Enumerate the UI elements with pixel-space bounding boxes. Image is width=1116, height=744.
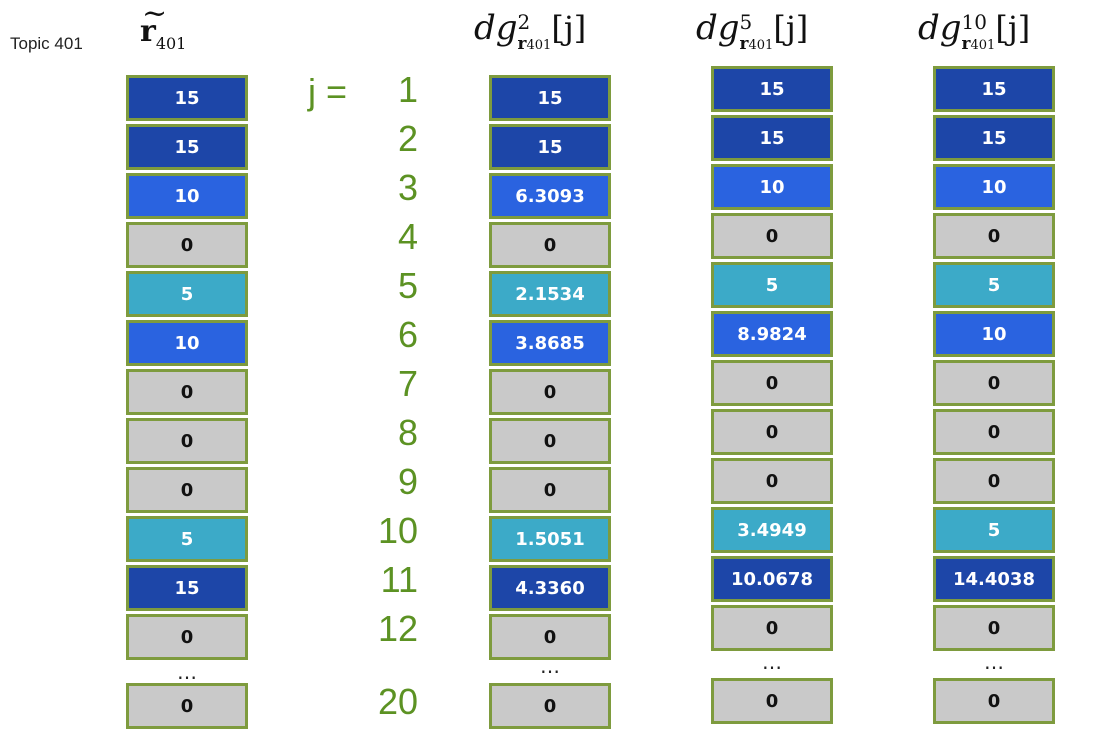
cell-r-4: 0	[126, 222, 248, 268]
header-dg10-sub-bold: r	[961, 34, 971, 54]
cell-r-8: 0	[126, 418, 248, 464]
header-r: r ~401	[140, 0, 186, 53]
ellipsis-dg2: …	[540, 654, 560, 678]
header-dg5-sub-bold: r	[739, 34, 749, 54]
cell-dg2-7: 0	[489, 369, 611, 415]
header-dg10-base: dg	[918, 8, 962, 48]
cell-r-10: 5	[126, 516, 248, 562]
header-dg5: dg 5 r401 [j]	[696, 8, 808, 53]
j-label-1: 1	[397, 69, 418, 110]
cell-dg5-9: 0	[711, 458, 833, 504]
header-dg5-base: dg	[696, 8, 740, 48]
cell-dg2-4: 0	[489, 222, 611, 268]
cell-dg5-2: 15	[711, 115, 833, 161]
cell-dg10-5: 5	[933, 262, 1055, 308]
j-label-12: 12	[377, 608, 418, 649]
cell-dg2-2: 15	[489, 124, 611, 170]
header-dg2-sub-bold: r	[517, 34, 527, 54]
j-label-4: 4	[397, 216, 418, 257]
cell-dg2-6: 3.8685	[489, 320, 611, 366]
j-prefix: j =	[308, 71, 348, 112]
cell-dg10-12: 0	[933, 605, 1055, 651]
j-label-5: 5	[397, 265, 418, 306]
cell-dg10-4: 0	[933, 213, 1055, 259]
cell-dg10-20: 0	[933, 678, 1055, 724]
cell-dg2-1: 15	[489, 75, 611, 121]
j-label-3: 3	[397, 167, 418, 208]
j-label-11: 11	[380, 559, 418, 600]
cell-dg10-6: 10	[933, 311, 1055, 357]
cell-dg10-10: 5	[933, 507, 1055, 553]
header-dg2: dg 2 r401 [j]	[474, 8, 586, 53]
cell-dg5-10: 3.4949	[711, 507, 833, 553]
cell-r-1: 15	[126, 75, 248, 121]
header-dg5-arg: [j]	[773, 9, 809, 47]
header-r-sub: 401	[155, 34, 187, 54]
ellipsis-r: …	[177, 660, 197, 684]
header-dg10-arg: [j]	[995, 9, 1031, 47]
cell-r-6: 10	[126, 320, 248, 366]
j-label-2: 2	[397, 118, 418, 159]
cell-dg2-12: 0	[489, 614, 611, 660]
header-dg2-sup: 2	[517, 10, 531, 34]
j-label-7: 7	[397, 363, 418, 404]
cell-r-11: 15	[126, 565, 248, 611]
cell-r-5: 5	[126, 271, 248, 317]
j-label-6: 6	[397, 314, 418, 355]
cell-dg10-3: 10	[933, 164, 1055, 210]
cell-dg2-8: 0	[489, 418, 611, 464]
cell-r-7: 0	[126, 369, 248, 415]
cell-dg5-5: 5	[711, 262, 833, 308]
cell-dg5-20: 0	[711, 678, 833, 724]
cell-r-3: 10	[126, 173, 248, 219]
cell-dg10-1: 15	[933, 66, 1055, 112]
cell-r-20: 0	[126, 683, 248, 729]
cell-dg5-1: 15	[711, 66, 833, 112]
header-dg2-base: dg	[474, 8, 518, 48]
cell-dg10-2: 15	[933, 115, 1055, 161]
cell-dg5-8: 0	[711, 409, 833, 455]
cell-dg2-11: 4.3360	[489, 565, 611, 611]
cell-dg2-5: 2.1534	[489, 271, 611, 317]
cell-dg10-7: 0	[933, 360, 1055, 406]
j-label-8: 8	[397, 412, 418, 453]
topic-label: Topic 401	[10, 34, 83, 53]
cell-r-9: 0	[126, 467, 248, 513]
j-label-20: 20	[377, 681, 418, 722]
cell-dg5-12: 0	[711, 605, 833, 651]
cell-dg5-4: 0	[711, 213, 833, 259]
cell-dg10-8: 0	[933, 409, 1055, 455]
cell-dg5-7: 0	[711, 360, 833, 406]
cell-dg10-11: 14.4038	[933, 556, 1055, 602]
j-label-10: 10	[377, 510, 418, 551]
cell-dg2-3: 6.3093	[489, 173, 611, 219]
header-dg10-sup: 10	[961, 10, 987, 34]
header-dg2-arg: [j]	[551, 9, 587, 47]
cell-dg5-3: 10	[711, 164, 833, 210]
cell-dg10-9: 0	[933, 458, 1055, 504]
header-dg5-sub: 401	[748, 38, 774, 53]
cell-dg2-10: 1.5051	[489, 516, 611, 562]
header-dg10-sub: 401	[970, 38, 996, 53]
j-label-9: 9	[397, 461, 418, 502]
cell-r-2: 15	[126, 124, 248, 170]
cell-r-12: 0	[126, 614, 248, 660]
header-dg10: dg 10 r401 [j]	[918, 8, 1030, 53]
header-r-tilde: ~	[142, 0, 168, 31]
ellipsis-dg10: …	[984, 650, 1004, 674]
header-r-base: r	[140, 14, 156, 49]
header-dg5-sup: 5	[739, 10, 753, 34]
cell-dg2-9: 0	[489, 467, 611, 513]
cell-dg5-6: 8.9824	[711, 311, 833, 357]
header-dg2-sub: 401	[526, 38, 552, 53]
cell-dg5-11: 10.0678	[711, 556, 833, 602]
cell-dg2-20: 0	[489, 683, 611, 729]
ellipsis-dg5: …	[762, 650, 782, 674]
